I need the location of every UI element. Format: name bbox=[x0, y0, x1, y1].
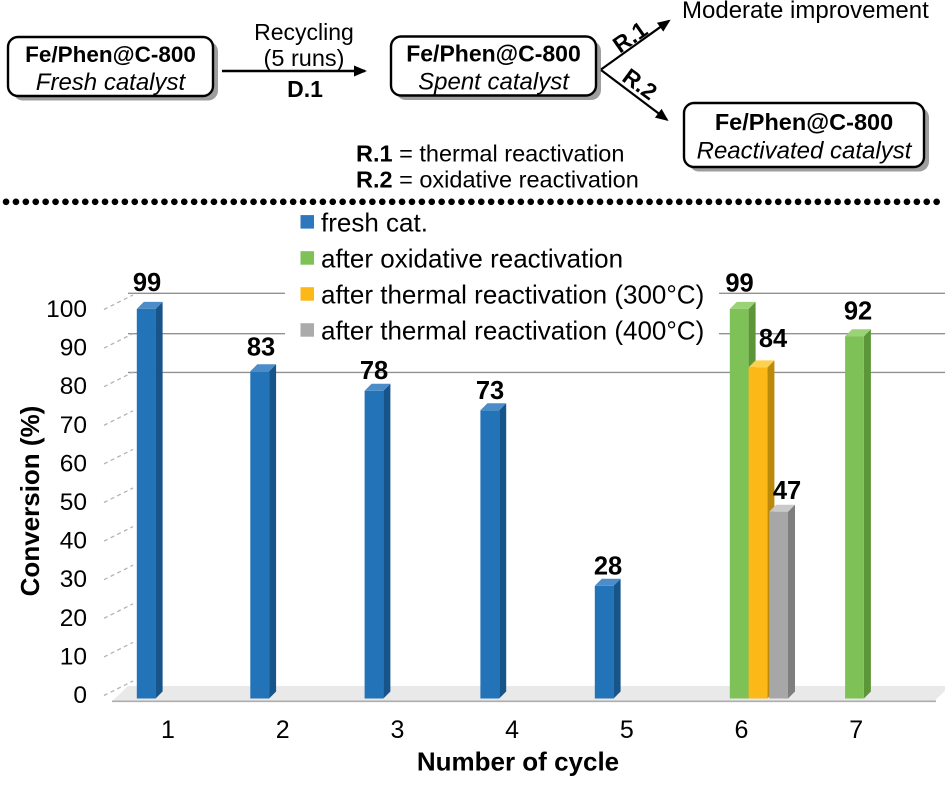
svg-text:92: 92 bbox=[844, 298, 872, 326]
svg-text:Fe/Phen@C-800: Fe/Phen@C-800 bbox=[715, 109, 893, 135]
svg-text:99: 99 bbox=[725, 270, 753, 298]
svg-text:Fe/Phen@C-800: Fe/Phen@C-800 bbox=[406, 41, 581, 67]
svg-text:Recycling: Recycling bbox=[254, 19, 354, 45]
svg-text:fresh cat.: fresh cat. bbox=[321, 207, 428, 237]
svg-text:Moderate improvement: Moderate improvement bbox=[682, 0, 929, 24]
svg-text:5: 5 bbox=[620, 716, 634, 744]
svg-text:4: 4 bbox=[505, 716, 519, 744]
svg-text:D.1: D.1 bbox=[287, 76, 323, 102]
svg-text:(5 runs): (5 runs) bbox=[264, 45, 345, 71]
svg-text:1: 1 bbox=[161, 716, 175, 744]
svg-text:R.1 = thermal reactivation: R.1 = thermal reactivation bbox=[356, 141, 624, 167]
svg-text:40: 40 bbox=[60, 528, 87, 555]
svg-text:6: 6 bbox=[735, 716, 749, 744]
svg-text:R.2 = oxidative reactivation: R.2 = oxidative reactivation bbox=[356, 167, 639, 193]
svg-text:Fresh catalyst: Fresh catalyst bbox=[36, 69, 187, 96]
svg-text:Fe/Phen@C-800: Fe/Phen@C-800 bbox=[25, 42, 196, 67]
svg-text:Reactivated catalyst: Reactivated catalyst bbox=[697, 138, 913, 165]
svg-text:2: 2 bbox=[276, 716, 290, 744]
svg-text:Number of cycle: Number of cycle bbox=[417, 747, 619, 777]
svg-text:47: 47 bbox=[773, 477, 801, 505]
svg-text:80: 80 bbox=[60, 373, 87, 400]
svg-text:99: 99 bbox=[133, 269, 161, 297]
svg-text:78: 78 bbox=[360, 357, 388, 385]
svg-text:20: 20 bbox=[60, 605, 87, 632]
svg-text:28: 28 bbox=[594, 553, 622, 581]
svg-text:7: 7 bbox=[849, 716, 863, 744]
svg-text:after thermal reactivation (30: after thermal reactivation (300°C) bbox=[321, 279, 704, 309]
svg-text:0: 0 bbox=[73, 682, 87, 709]
svg-text:50: 50 bbox=[60, 489, 87, 516]
svg-text:3: 3 bbox=[390, 716, 404, 744]
svg-text:90: 90 bbox=[60, 335, 87, 362]
svg-text:70: 70 bbox=[60, 412, 87, 439]
svg-text:30: 30 bbox=[60, 566, 87, 593]
svg-text:83: 83 bbox=[247, 334, 275, 362]
svg-text:84: 84 bbox=[759, 325, 788, 353]
svg-text:10: 10 bbox=[60, 643, 87, 670]
svg-text:100: 100 bbox=[46, 296, 87, 323]
svg-text:60: 60 bbox=[60, 450, 87, 477]
svg-text:73: 73 bbox=[476, 377, 504, 405]
svg-text:after oxidative reactivation: after oxidative reactivation bbox=[321, 243, 623, 273]
svg-text:Conversion (%): Conversion (%) bbox=[15, 406, 45, 597]
svg-text:Spent catalyst: Spent catalyst bbox=[418, 69, 570, 96]
svg-text:after thermal reactivation (40: after thermal reactivation (400°C) bbox=[321, 315, 704, 345]
